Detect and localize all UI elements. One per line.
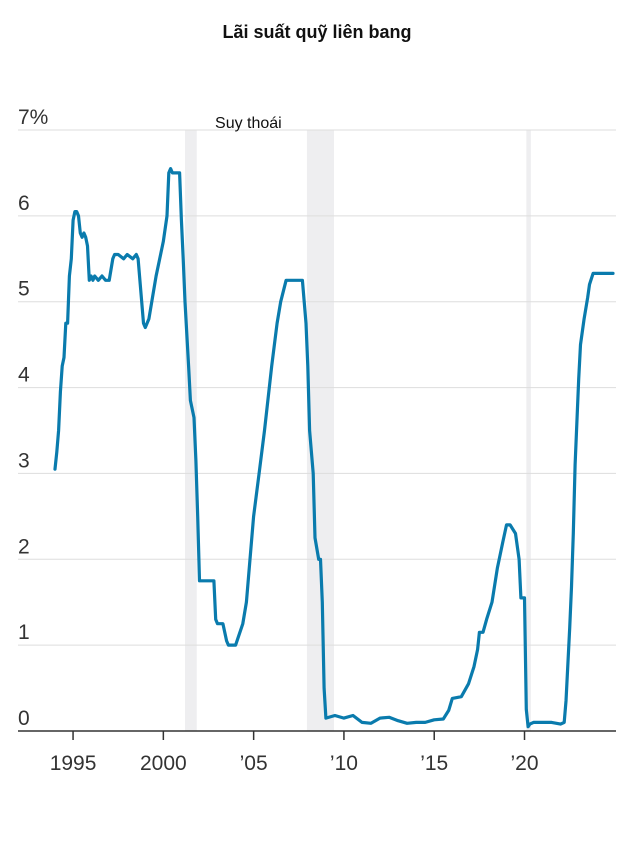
y-tick-label: 1 (18, 621, 30, 644)
x-axis-ticks: 1995 2000 ’05 ’10 ’15 ’20 (50, 731, 539, 775)
x-tick-label: ’20 (510, 752, 538, 775)
x-tick-label: ’15 (420, 752, 448, 775)
recession-bands (185, 130, 531, 731)
recession-band (185, 130, 197, 731)
y-tick-label: 2 (18, 535, 30, 558)
gridlines (18, 129, 616, 646)
recession-band (306, 130, 334, 731)
chart-title: Lãi suất quỹ liên bang (222, 22, 412, 42)
x-tick-label: 2000 (140, 752, 187, 775)
y-tick-label: 3 (18, 449, 30, 472)
y-tick-label: 0 (18, 707, 30, 730)
recession-band (526, 130, 531, 731)
x-tick-label: ’10 (330, 752, 358, 775)
x-tick-label: ’05 (240, 752, 268, 775)
y-tick-label: 7% (18, 106, 48, 129)
y-axis-ticks: 0 1 2 3 4 5 6 7% (18, 106, 48, 730)
y-tick-label: 5 (18, 278, 30, 301)
y-tick-label: 6 (18, 192, 30, 215)
recession-label: Suy thoái (215, 115, 282, 132)
x-tick-label: 1995 (50, 752, 97, 775)
fed-funds-rate-line (53, 167, 615, 729)
y-tick-label: 4 (18, 364, 30, 387)
